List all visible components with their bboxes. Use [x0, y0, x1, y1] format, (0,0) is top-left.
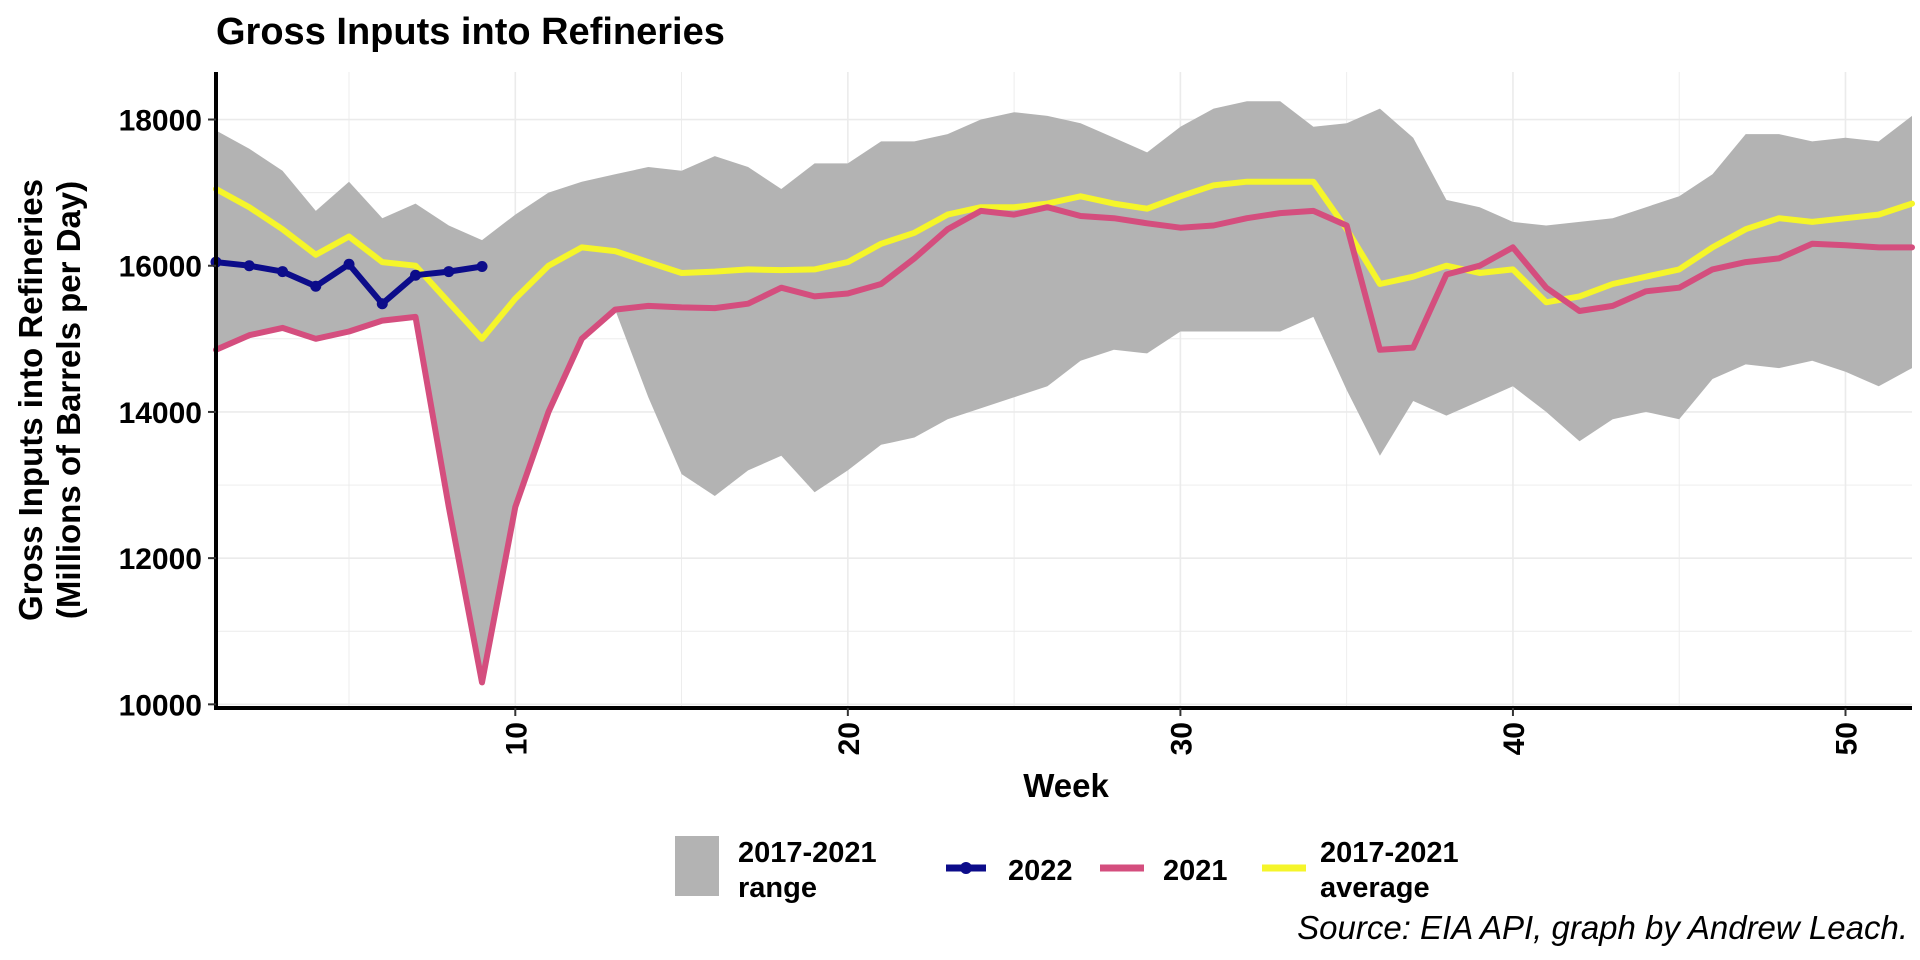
x-tick-label: 30 [1165, 722, 1198, 755]
x-tick-label: 50 [1830, 722, 1863, 755]
y-axis-title: Gross Inputs into Refineries (Millions o… [12, 179, 87, 621]
y-axis-title-line2: (Millions of Barrels per Day) [50, 181, 87, 619]
legend-key-2022-marker [960, 862, 972, 874]
series-2022-point [310, 280, 322, 292]
chart-title: Gross Inputs into Refineries [216, 11, 725, 53]
axes [214, 72, 1912, 710]
series-2022-point [277, 266, 289, 278]
range-band-layer [216, 101, 1912, 683]
series-2022-point [410, 269, 422, 281]
legend-label-range-line2: range [738, 872, 817, 904]
series-2022-point [343, 258, 355, 270]
source-caption: Source: EIA API, graph by Andrew Leach. [1297, 909, 1908, 946]
legend-label-average-line1: 2017-2021 [1320, 837, 1459, 869]
y-tick-label: 14000 [119, 397, 202, 430]
legend-label-2022: 2022 [1008, 855, 1073, 887]
series-2022-point [243, 260, 255, 272]
series-2022-point [376, 298, 388, 310]
legend: 2017-2021 range 2022 2021 2017-2021 aver… [675, 836, 1459, 904]
x-tick-label: 40 [1498, 722, 1531, 755]
tick-labels: 10000 12000 14000 16000 18000 10 20 30 40 50 [119, 105, 1864, 756]
legend-label-range-line1: 2017-2021 [738, 837, 877, 869]
series-2021-line [213, 204, 1915, 686]
x-axis-title: Week [1023, 767, 1109, 804]
series-2022-point [443, 266, 455, 278]
series-2022-point [476, 260, 488, 272]
y-tick-label: 12000 [119, 543, 202, 576]
series-layer [210, 178, 1915, 686]
legend-label-2021: 2021 [1163, 855, 1228, 887]
series-average-line [213, 178, 1915, 342]
range-band [216, 101, 1912, 683]
legend-label-average-line2: average [1320, 872, 1430, 904]
x-tick-label: 20 [833, 722, 866, 755]
y-tick-label: 18000 [119, 105, 202, 138]
y-tick-label: 16000 [119, 251, 202, 284]
x-tick-label: 10 [500, 722, 533, 755]
y-tick-label: 10000 [119, 689, 202, 722]
y-axis-title-line1: Gross Inputs into Refineries [12, 179, 49, 621]
legend-key-range [675, 836, 719, 896]
